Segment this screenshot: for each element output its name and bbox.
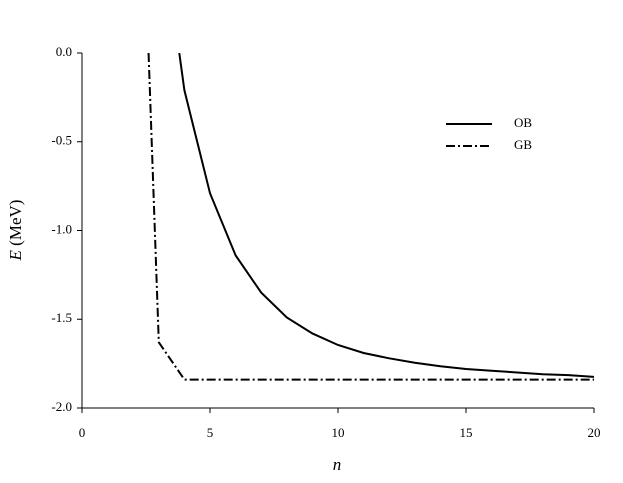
y-axis-label: E (MeV) [6, 200, 25, 262]
x-tick-label: 5 [207, 425, 214, 440]
x-tick-label: 0 [79, 425, 86, 440]
x-tick-label: 15 [460, 425, 473, 440]
x-tick-label: 10 [332, 425, 345, 440]
legend-label: OB [514, 115, 532, 130]
y-tick-label: -2.0 [51, 399, 72, 414]
series-line [178, 53, 594, 378]
y-tick-label: -1.5 [51, 310, 72, 325]
x-axis-label: n [333, 455, 342, 474]
y-tick-label: -0.5 [51, 133, 72, 148]
y-axis-symbol: E [6, 249, 25, 261]
y-axis-unit: (MeV) [6, 200, 25, 246]
series-line [147, 53, 594, 381]
legend-label: GB [514, 137, 532, 152]
y-tick-label: -1.0 [51, 221, 72, 236]
x-tick-label: 20 [588, 425, 601, 440]
y-tick-label: 0.0 [56, 44, 72, 59]
